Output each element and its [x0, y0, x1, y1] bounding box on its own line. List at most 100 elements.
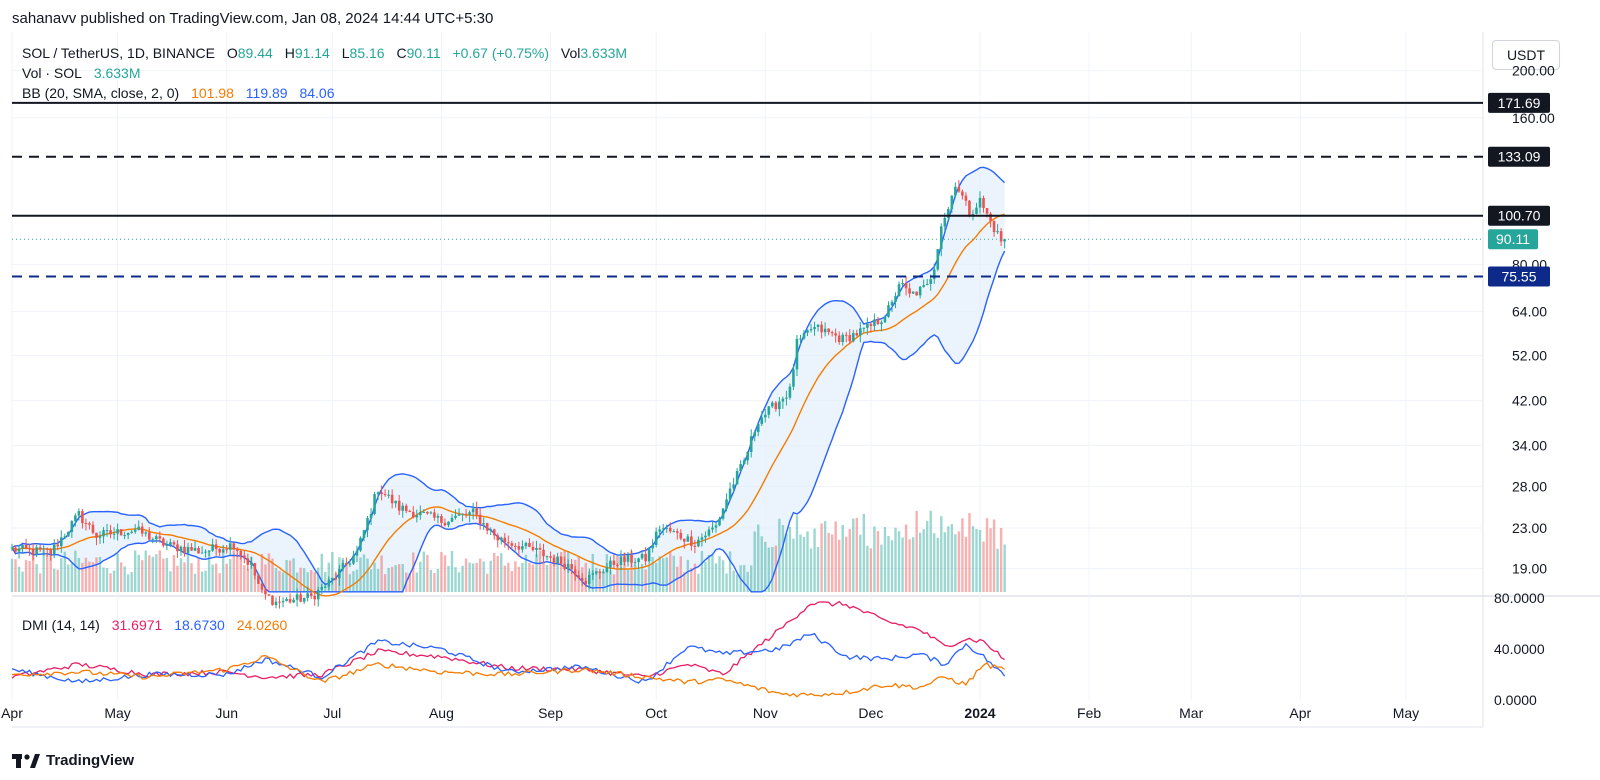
volume-bar — [229, 559, 232, 592]
volume-bar — [852, 518, 855, 592]
candle — [232, 543, 236, 550]
candle — [323, 586, 327, 588]
volume-bar — [471, 563, 475, 592]
volume-bar — [767, 547, 770, 592]
candle — [521, 546, 524, 550]
volume-bar — [84, 557, 88, 592]
time-tick-label: May — [1393, 705, 1419, 721]
close-value: 90.11 — [406, 45, 441, 61]
volume-bar — [387, 567, 390, 592]
symbol-label[interactable]: SOL / TetherUS, 1D, BINANCE — [22, 45, 215, 61]
candle — [756, 423, 760, 433]
candle — [475, 508, 478, 515]
candle — [901, 283, 904, 285]
candle — [429, 512, 433, 514]
level-tag-100.70 — [1488, 205, 1550, 226]
volume-bar — [742, 565, 746, 592]
candle — [74, 515, 77, 522]
time-tick-label: Apr — [1, 705, 23, 721]
dmi-label[interactable]: DMI (14, 14) — [22, 617, 100, 633]
candle — [922, 285, 925, 287]
volume-bar — [725, 573, 728, 592]
volume-bar — [369, 569, 373, 592]
candle — [341, 562, 345, 569]
candle — [507, 542, 510, 544]
dmi-plus-value: 31.6971 — [111, 617, 163, 633]
candle — [165, 544, 169, 546]
high-label: H — [284, 45, 295, 61]
candle — [214, 544, 218, 549]
volume-bar — [669, 551, 672, 592]
price-tick-label: 200.00 — [1512, 63, 1555, 79]
volume-bar — [623, 552, 626, 592]
candle — [228, 543, 232, 550]
candle — [433, 512, 436, 518]
volume-bar — [222, 551, 225, 592]
volume-bar — [211, 564, 214, 592]
change-value: +0.67 (+0.75%) — [452, 45, 550, 61]
volume-bar — [155, 554, 158, 592]
candle — [936, 249, 940, 270]
candle — [105, 530, 109, 532]
candle — [496, 535, 500, 541]
volume-label: Vol — [560, 45, 581, 61]
candle — [732, 484, 735, 489]
volume-bar — [348, 574, 352, 592]
candle — [996, 231, 999, 233]
time-tick-label: 2024 — [964, 705, 995, 721]
candle — [492, 529, 496, 536]
candle — [376, 492, 380, 495]
candle — [985, 208, 989, 214]
currency-button[interactable]: USDT — [1492, 40, 1560, 70]
candle — [59, 537, 63, 547]
volume-bar — [926, 520, 929, 592]
candle — [844, 334, 848, 336]
candle — [345, 562, 348, 565]
tradingview-brand[interactable]: TradingView — [12, 752, 134, 769]
volume-bar — [704, 561, 707, 592]
candle — [31, 548, 35, 555]
candle — [362, 530, 366, 538]
candle — [929, 279, 933, 284]
volume-bar — [697, 573, 700, 592]
volume-bar — [514, 561, 517, 592]
volume-indicator-label[interactable]: Vol · SOL — [22, 65, 82, 81]
candle — [162, 538, 165, 546]
volume-bar — [672, 555, 675, 592]
time-tick-label: Nov — [753, 705, 778, 721]
volume-bar — [46, 554, 49, 592]
volume-bar — [890, 540, 894, 592]
volume-bar — [830, 534, 834, 592]
candle — [299, 594, 302, 602]
candle — [563, 563, 566, 569]
volume-bar — [475, 562, 478, 592]
candle — [306, 593, 309, 598]
candle — [116, 529, 119, 534]
volume-bar — [310, 570, 313, 592]
candle — [535, 547, 538, 551]
candle — [426, 512, 429, 514]
time-tick-label: Aug — [429, 705, 454, 721]
volume-bar — [764, 541, 767, 592]
bb-upper-line — [11, 166, 1006, 586]
volume-bar — [165, 558, 169, 592]
bb-upper-value: 119.89 — [245, 85, 288, 101]
candle — [292, 599, 295, 603]
candle — [918, 286, 922, 296]
volume-bar — [612, 574, 616, 592]
candle — [573, 569, 577, 576]
bb-label[interactable]: BB (20, SMA, close, 2, 0) — [22, 85, 180, 101]
volume-bar — [267, 553, 271, 592]
candle — [257, 575, 260, 584]
volume-bar — [98, 556, 102, 592]
volume-bar — [531, 564, 535, 592]
candle — [957, 186, 961, 192]
volume-bar — [799, 534, 802, 592]
candle — [52, 544, 56, 555]
candle — [517, 546, 521, 550]
candle — [239, 550, 243, 556]
price-tick-label: 160.00 — [1512, 110, 1555, 126]
candle — [904, 283, 908, 289]
volume-bar — [299, 567, 302, 592]
